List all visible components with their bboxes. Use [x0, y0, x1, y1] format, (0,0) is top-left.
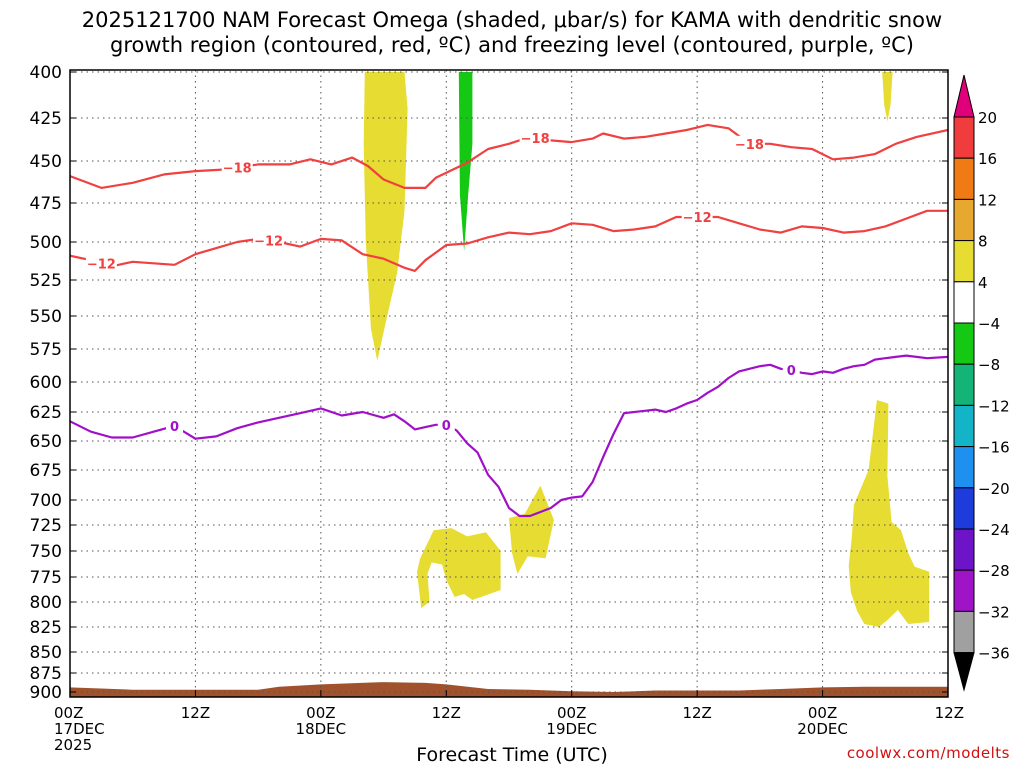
colorbar-label: −24 [978, 521, 1010, 539]
y-tick-label: 475 [30, 194, 62, 214]
colorbar-segment [953, 281, 975, 324]
colorbar-label: −36 [978, 645, 1010, 663]
y-tick-label: 700 [30, 491, 62, 511]
contour-line [70, 209, 948, 272]
colorbar-segment [953, 487, 975, 530]
y-tick-label: 900 [30, 683, 62, 703]
y-tick-label: 825 [30, 618, 62, 638]
contour-label: −18 [735, 138, 764, 153]
colorbar-label: −20 [978, 480, 1010, 498]
colorbar-bottom-triangle [953, 652, 975, 692]
contour-label: 0 [442, 419, 451, 434]
contour-label-bg [253, 232, 285, 249]
omega-shaded-region [458, 72, 473, 252]
contour-label: −18 [521, 132, 550, 147]
omega-shaded-region [882, 72, 893, 122]
y-tick-label: 500 [30, 233, 62, 253]
contour-label: 0 [787, 364, 796, 379]
plot-frame [69, 69, 949, 698]
y-tick-label: 775 [30, 568, 62, 588]
colorbar-segment [953, 610, 975, 654]
colorbar-top-triangle [953, 74, 975, 118]
chart-title-line2: growth region (contoured, red, ºC) and f… [110, 33, 914, 57]
contour-label: −12 [254, 234, 283, 249]
x-tick-label: 19DEC [546, 720, 597, 738]
omega-shaded-region [363, 72, 408, 361]
colorbar-segment [953, 446, 975, 489]
colorbar-label: 8 [978, 233, 988, 251]
y-tick-label: 575 [30, 340, 62, 360]
x-axis-title: Forecast Time (UTC) [416, 744, 608, 766]
x-tick-label: 12Z [682, 704, 711, 722]
colorbar-label: −8 [978, 356, 1000, 374]
colorbar-segment [953, 528, 975, 571]
x-tick-label: 12Z [432, 704, 461, 722]
x-tick-label: 12Z [935, 704, 964, 722]
colorbar-label: 16 [978, 150, 997, 168]
colorbar-segment [953, 363, 975, 406]
y-tick-label: 400 [30, 63, 62, 83]
y-tick-label: 600 [30, 373, 62, 393]
plot-area [70, 70, 948, 697]
contour-label-bg [782, 362, 800, 379]
x-tick-label: 00Z [306, 704, 335, 722]
omega-shaded-region [848, 400, 930, 627]
colorbar-label: −4 [978, 315, 1000, 333]
y-tick-label: 550 [30, 307, 62, 327]
y-tick-label: 800 [30, 593, 62, 613]
y-tick-label: 650 [30, 432, 62, 452]
y-tick-label: 625 [30, 403, 62, 423]
contour-label: 0 [170, 420, 179, 435]
omega-shaded-region [417, 528, 501, 608]
colorbar-label: −12 [978, 397, 1010, 415]
colorbar-segment [953, 322, 975, 365]
colorbar-label: 4 [978, 274, 988, 292]
colorbar-label: −32 [978, 603, 1010, 621]
chart-title-line1: 2025121700 NAM Forecast Omega (shaded, μ… [81, 8, 943, 32]
x-tick-label: 12Z [181, 704, 210, 722]
contour-label-bg [519, 129, 551, 146]
terrain-fill [70, 682, 948, 697]
y-tick-label: 450 [30, 152, 62, 172]
colorbar-label: −16 [978, 439, 1010, 457]
site-credit[interactable]: coolwx.com/modelts [846, 744, 1010, 762]
omega-shaded-region [509, 485, 554, 574]
contour-label-bg [221, 159, 253, 176]
contour-label: −12 [683, 211, 712, 226]
x-tick-label: 17DEC [54, 720, 105, 738]
contour-label-bg [85, 255, 117, 272]
contour-label-bg [681, 209, 713, 226]
x-tick-label: 00Z [808, 704, 837, 722]
y-tick-label: 750 [30, 542, 62, 562]
y-tick-label: 725 [30, 516, 62, 536]
colorbar-segment [953, 116, 975, 159]
y-tick-label: 425 [30, 109, 62, 129]
y-tick-label: 525 [30, 271, 62, 291]
colorbar-segment [953, 404, 975, 448]
x-tick-label: 20DEC [797, 720, 848, 738]
y-tick-label: 675 [30, 461, 62, 481]
y-tick-label: 850 [30, 643, 62, 663]
colorbar-segment [953, 569, 975, 612]
colorbar-label: 12 [978, 191, 997, 209]
y-tick-label: 875 [30, 664, 62, 684]
colorbar-segment [953, 198, 975, 242]
colorbar-segment [953, 240, 975, 283]
colorbar-label: −28 [978, 562, 1010, 580]
contour-label: −18 [223, 162, 252, 177]
x-tick-label: 00Z [557, 704, 586, 722]
contour-line [70, 354, 948, 518]
colorbar-segment [953, 157, 975, 200]
contour-label: −12 [87, 257, 116, 272]
contour-label-bg [166, 417, 184, 434]
contour-label-bg [733, 135, 765, 152]
colorbar-label: 20 [978, 109, 997, 127]
contour-label-bg [437, 416, 455, 433]
x-tick-label: 2025 [54, 736, 92, 754]
x-tick-label: 18DEC [296, 720, 347, 738]
x-tick-label: 00Z [54, 704, 83, 722]
